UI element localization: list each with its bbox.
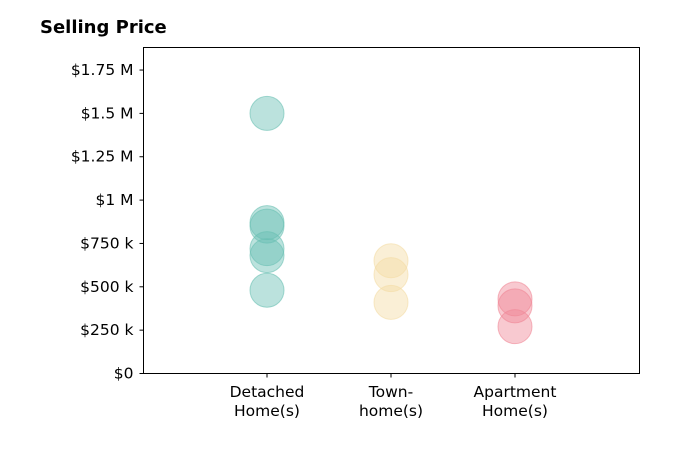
y-tick-label: $0	[114, 365, 134, 383]
data-point	[497, 309, 533, 345]
y-axis: $0 $250 k $500 k $750 k $1 M $1.25 M $1.5 M $1.…	[71, 61, 144, 383]
y-tick-label: $1 M	[95, 191, 133, 209]
x-tick-label: Home(s)	[482, 402, 548, 420]
data-point	[249, 231, 285, 267]
y-tick-label: $250 k	[80, 321, 133, 339]
x-tick-label: Apartment	[474, 383, 557, 401]
data-point	[249, 238, 285, 274]
y-tick-label: $1.25 M	[71, 148, 134, 166]
data-point	[249, 272, 285, 308]
data-point	[249, 95, 285, 131]
y-tick-label: $1.75 M	[71, 61, 134, 79]
data-point	[497, 281, 533, 317]
y-tick-label: $750 k	[80, 234, 133, 252]
chart-title: Selling Price	[40, 17, 167, 38]
x-tick-label: Home(s)	[234, 402, 300, 420]
data-points	[249, 95, 533, 345]
y-tick-label: $500 k	[80, 278, 133, 296]
data-point	[497, 288, 533, 324]
data-point	[249, 208, 285, 244]
plot-frame	[143, 47, 640, 374]
x-tick-label: Town-	[368, 383, 413, 401]
y-tick-label: $1.5 M	[81, 104, 134, 122]
x-axis: DetachedHome(s)Town-home(s)ApartmentHome…	[230, 373, 557, 420]
x-tick-label: home(s)	[359, 402, 423, 420]
data-point	[373, 243, 409, 279]
data-point	[373, 257, 409, 293]
data-point	[373, 284, 409, 320]
x-tick-label: Detached	[230, 383, 305, 401]
